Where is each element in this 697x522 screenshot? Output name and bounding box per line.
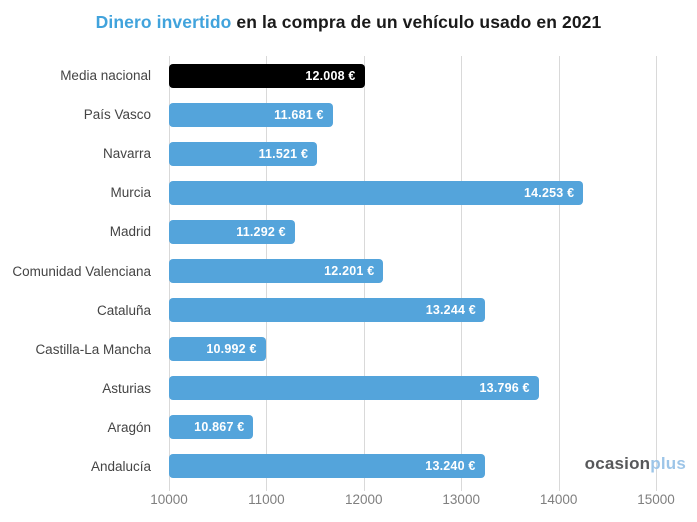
x-axis-tick-label: 14000 — [539, 492, 578, 507]
x-axis: 10000 11000 12000 13000 14000 15000 — [150, 492, 675, 512]
bar-row: 11.521 € — [169, 134, 656, 173]
gridline — [656, 56, 657, 491]
bar-value-label: 13.240 € — [425, 459, 476, 474]
bar-value-label: 13.796 € — [479, 381, 530, 396]
bar-series: 12.008 € 11.681 € 11.521 € 14.253 € 11.292 €… — [169, 56, 656, 486]
category-label: Media nacional — [60, 68, 151, 84]
category-label: Aragón — [107, 419, 151, 435]
category-label: Madrid — [109, 224, 151, 240]
category-label: Comunidad Valenciana — [12, 263, 151, 279]
x-axis-tick-label: 10000 — [150, 492, 188, 507]
bar: 13.244 € — [169, 298, 485, 323]
bar-row: 13.240 € — [169, 447, 656, 486]
bar-row: 13.796 € — [169, 369, 656, 408]
bar-row: 12.201 € — [169, 251, 656, 290]
bar: 11.292 € — [169, 219, 295, 244]
bar-value-label: 12.008 € — [305, 68, 356, 83]
bar-value-label: 11.521 € — [258, 146, 309, 161]
bar-row: 11.681 € — [169, 95, 656, 134]
bar-value-label: 13.244 € — [425, 303, 476, 318]
bar: 11.521 € — [169, 141, 318, 166]
bar-value-label: 12.201 € — [324, 264, 375, 279]
x-axis-tick-label: 13000 — [442, 492, 480, 507]
bar-row: 11.292 € — [169, 212, 656, 251]
bar: 12.201 € — [169, 259, 384, 284]
bar-row: 10.992 € — [169, 330, 656, 369]
bar-row: 13.244 € — [169, 291, 656, 330]
x-axis-tick-label: 12000 — [345, 492, 383, 507]
x-axis-tick-label: 11000 — [248, 492, 285, 507]
category-axis: Media nacional País Vasco Navarra Murcia Mad… — [0, 56, 160, 486]
bar: 13.240 € — [169, 454, 485, 479]
bar: 10.867 € — [169, 415, 254, 440]
chart-title: Dinero invertido en la compra de un vehí… — [0, 12, 697, 33]
watermark-part2: plus — [650, 454, 686, 473]
chart-title-rest: en la compra de un vehículo usado en 202… — [231, 12, 602, 32]
bar-value-label: 11.292 € — [236, 224, 286, 239]
bar-value-label: 10.992 € — [206, 342, 257, 357]
watermark-logo: ocasionplus — [585, 454, 686, 474]
bar-value-label: 14.253 € — [523, 185, 575, 200]
category-label: Andalucía — [90, 458, 151, 474]
x-axis-tick-label: 15000 — [637, 492, 675, 507]
bar: 14.253 € — [169, 180, 584, 205]
bar-value-label: 10.867 € — [194, 420, 245, 435]
bar-row: 12.008 € — [169, 56, 656, 95]
gridline — [558, 56, 560, 491]
chart-title-highlight: Dinero invertido — [95, 12, 232, 32]
category-label: Cataluña — [96, 302, 151, 318]
category-label: Asturias — [102, 380, 151, 396]
bar-highlight: 12.008 € — [169, 63, 365, 88]
category-label: País Vasco — [83, 107, 151, 123]
category-label: Murcia — [110, 185, 151, 201]
bar: 10.992 € — [169, 337, 266, 362]
gridline — [461, 56, 463, 491]
plot-area: 12.008 € 11.681 € 11.521 € 14.253 € 11.292 €… — [169, 56, 657, 491]
bar: 11.681 € — [169, 102, 333, 127]
category-label: Navarra — [102, 146, 151, 162]
bar-row: 10.867 € — [169, 408, 656, 447]
bar-row: 14.253 € — [169, 173, 656, 212]
watermark-part1: ocasion — [584, 454, 651, 473]
bar-value-label: 11.681 € — [274, 107, 324, 122]
bar: 13.796 € — [169, 376, 539, 401]
category-label: Castilla-La Mancha — [35, 341, 151, 357]
